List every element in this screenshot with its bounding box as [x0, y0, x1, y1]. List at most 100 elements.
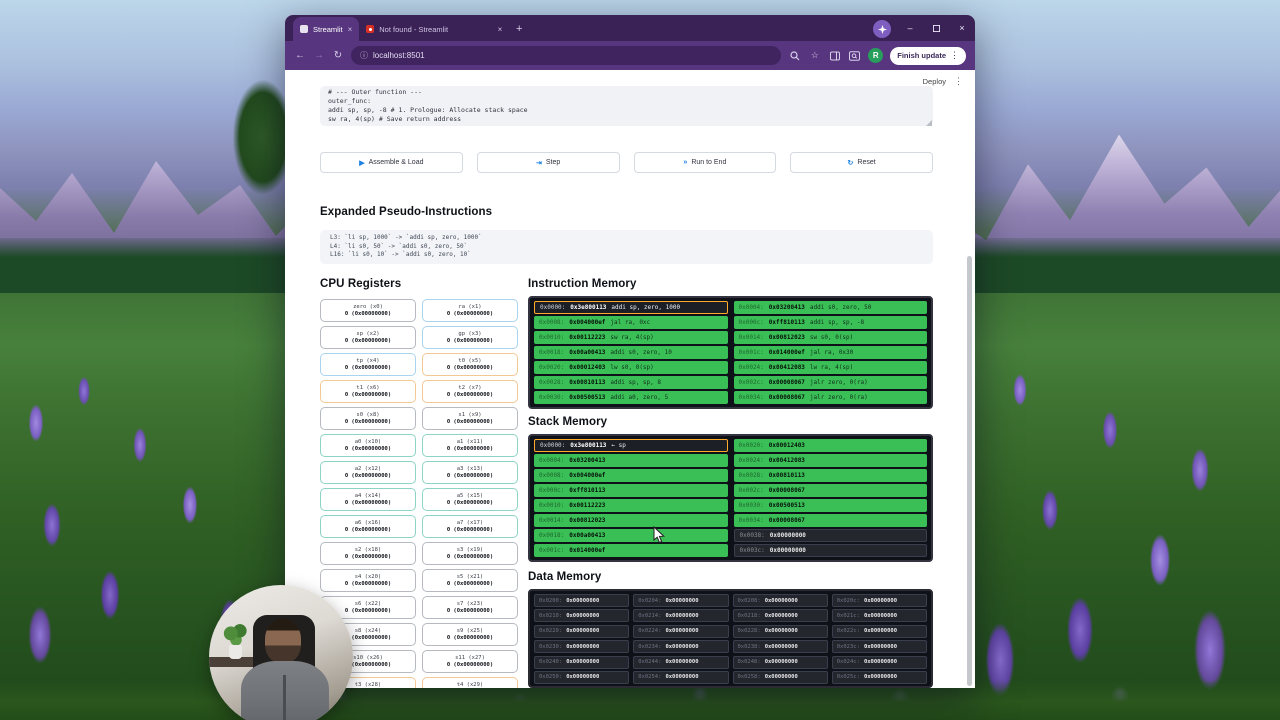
stack-row: 0x0038: 0x00000000 [733, 529, 927, 542]
data-memory-cell: 0x023c: 0x00000000 [831, 640, 927, 654]
resize-handle-icon[interactable] [926, 120, 932, 126]
row-address: 0x0008: [539, 471, 565, 479]
register-name: zero (x0) [353, 303, 383, 310]
row-hex: 0x03200413 [569, 456, 606, 464]
row-asm: addi s0, zero, 10 [610, 349, 672, 357]
row-address: 0x0004: [539, 456, 565, 464]
row-hex: 0x004000ef [569, 318, 606, 326]
close-button[interactable]: × [959, 23, 965, 33]
cell-value: 0x00000000 [665, 643, 699, 650]
button-label: Step [545, 159, 561, 166]
register-value: 0 (0x00000000) [344, 499, 392, 506]
new-tab-button[interactable]: + [516, 23, 523, 35]
extension-sparkle-button[interactable] [873, 20, 891, 38]
back-icon[interactable]: ← [295, 50, 305, 61]
stack-row: 0x000c: 0xff810113 [534, 484, 728, 497]
tab-close-icon[interactable]: × [497, 24, 503, 34]
page-scrollbar-thumb[interactable] [967, 256, 972, 686]
action-button[interactable]: ⇥ Step [476, 152, 620, 173]
instruction-row: 0x000c: 0xff810113 addi sp, sp, -8 [733, 316, 927, 329]
register-value: 0 (0x00000000) [344, 661, 392, 668]
instruction-row: 0x0018: 0x00a00413 addi s0, zero, 10 [534, 346, 728, 359]
register-value: 0 (0x00000000) [344, 526, 392, 533]
register-card: s11 (x27) 0 (0x00000000) [422, 650, 518, 673]
row-hex: 0x03200413 [768, 303, 805, 311]
browser-menu-icon[interactable]: ⋮ [950, 50, 959, 60]
cell-address: 0x0214: [638, 612, 662, 619]
data-memory-cell: 0x0208: 0x00000000 [732, 594, 828, 607]
stack-row: 0x0000: 0x3e800113 ← sp [534, 439, 728, 452]
data-memory-cell: 0x0248: 0x00000000 [732, 655, 828, 669]
tab-title: Streamlit [313, 24, 343, 34]
data-memory-cell: 0x0204: 0x00000000 [633, 594, 729, 607]
code-line: addi sp, sp, -8 # 1. Prologue: Allocate … [328, 106, 528, 114]
pseudo-line: L3: `li sp, 1000` -> `addi sp, zero, 100… [330, 234, 482, 241]
tab-search-icon[interactable] [848, 49, 861, 62]
data-memory-cell: 0x0244: 0x00000000 [633, 655, 729, 669]
action-button-row: ▶ Assemble & Load ⇥ Step » Run to End [320, 152, 933, 173]
assembly-code-editor[interactable]: # --- Outer function --- outer_func: addi… [320, 86, 933, 126]
maximize-icon [932, 24, 940, 32]
row-hex: 0x00012403 [569, 364, 606, 372]
register-name: s9 (x25) [456, 627, 484, 634]
minimize-button[interactable]: – [907, 23, 913, 33]
row-hex: 0x014000ef [569, 547, 606, 555]
forward-icon[interactable]: → [314, 50, 324, 61]
register-value: 0 (0x00000000) [446, 337, 494, 344]
register-value: 0 (0x00000000) [446, 607, 494, 614]
tab-not-found[interactable]: Not found - Streamlit × [359, 17, 509, 41]
side-panel-icon[interactable] [828, 49, 841, 62]
action-button[interactable]: ▶ Assemble & Load [320, 152, 463, 173]
bookmark-star-icon[interactable]: ☆ [810, 50, 819, 60]
address-bar[interactable]: ⓘ localhost:8501 [351, 46, 782, 65]
register-name: t0 (x5) [458, 357, 482, 364]
cell-value: 0x00000000 [764, 643, 798, 650]
zoom-icon[interactable] [788, 49, 801, 62]
instruction-row: 0x002c: 0x00008067 jalr zero, 0(ra) [733, 376, 927, 389]
data-memory-cell: 0x024c: 0x00000000 [831, 655, 927, 669]
row-hex: 0x00412083 [768, 456, 805, 464]
row-asm: addi sp, sp, -8 [809, 318, 865, 326]
row-hex: 0x00810113 [768, 471, 805, 479]
row-hex: 0x00000000 [769, 532, 806, 540]
row-address: 0x0008: [539, 318, 565, 326]
cell-value: 0x00000000 [665, 628, 699, 635]
register-grid: zero (x0) 0 (0x00000000) ra (x1) 0 (0x00… [320, 299, 518, 688]
register-card: gp (x3) 0 (0x00000000) [422, 326, 518, 349]
finish-update-button[interactable]: Finish update ⋮ [890, 46, 966, 65]
register-card: t4 (x29) 0 (0x00000000) [422, 677, 518, 688]
cell-address: 0x0240: [539, 659, 563, 666]
row-address: 0x001c: [539, 547, 565, 555]
deploy-button[interactable]: Deploy [922, 77, 946, 86]
cell-address: 0x0254: [638, 674, 662, 681]
url-text: localhost:8501 [373, 51, 425, 60]
stack-row: 0x0020: 0x00012403 [733, 439, 927, 452]
site-info-icon[interactable]: ⓘ [360, 51, 368, 60]
register-card: t1 (x6) 0 (0x00000000) [320, 380, 416, 403]
maximize-button[interactable] [923, 15, 949, 41]
row-address: 0x000c: [738, 318, 764, 326]
register-name: a1 (x11) [456, 438, 484, 445]
app-menu-icon[interactable]: ⋮ [954, 76, 963, 86]
data-memory-cell: 0x0224: 0x00000000 [633, 624, 729, 638]
cell-address: 0x022c: [836, 628, 860, 635]
tab-close-icon[interactable]: × [347, 24, 353, 34]
code-line: outer_func: [328, 97, 372, 105]
register-card: a3 (x13) 0 (0x00000000) [422, 461, 518, 484]
tab-streamlit[interactable]: Streamlit × [293, 17, 360, 41]
action-button[interactable]: » Run to End [633, 152, 777, 173]
tab-search-glyph [849, 50, 861, 61]
register-name: s10 (x26) [353, 654, 383, 661]
profile-avatar[interactable]: R [868, 48, 884, 63]
cell-address: 0x0224: [638, 628, 662, 635]
reload-icon[interactable]: ↻ [333, 50, 343, 61]
row-hex: 0x00500513 [768, 501, 805, 509]
register-value: 0 (0x00000000) [344, 337, 392, 344]
button-icon: » [683, 159, 688, 166]
instruction-row: 0x0004: 0x03200413 addi s0, zero, 50 [733, 301, 927, 314]
row-hex: 0x00a00413 [569, 349, 606, 357]
action-button[interactable]: ↻ Reset [790, 152, 933, 173]
register-value: 0 (0x00000000) [446, 310, 494, 317]
row-asm: jalr zero, 0(ra) [809, 379, 868, 387]
stack-row: 0x0030: 0x00500513 [733, 499, 927, 512]
